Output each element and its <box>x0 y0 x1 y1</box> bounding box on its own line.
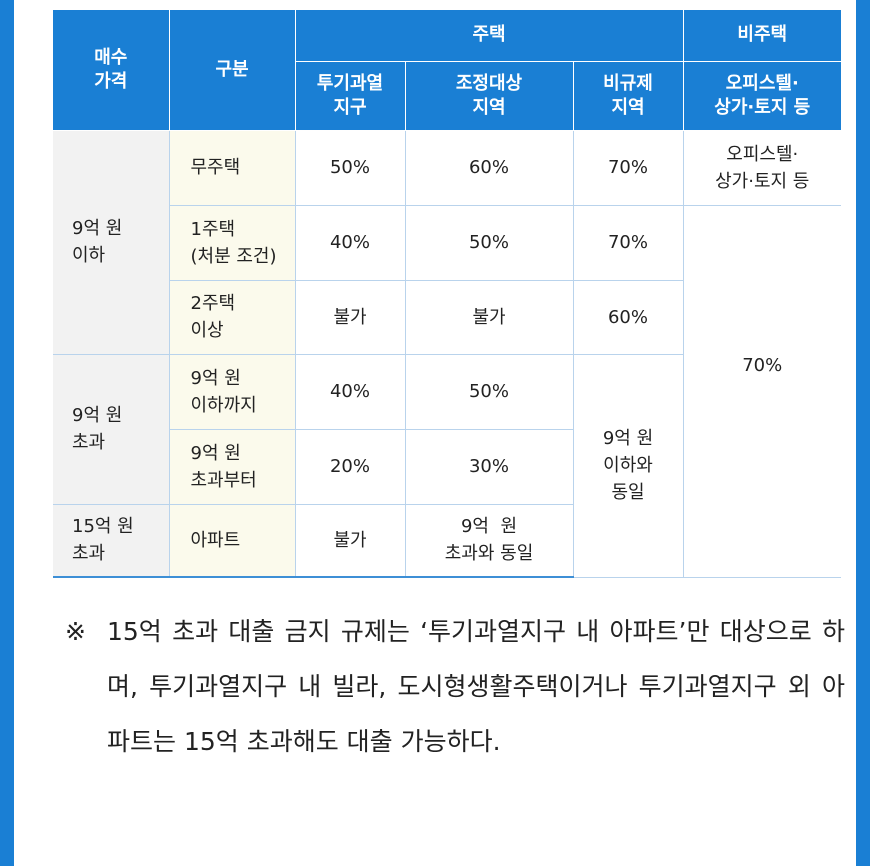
row-category: 2주택 이상 <box>169 279 296 355</box>
group-under-9: 9억 원 이하 <box>53 129 170 355</box>
cell-unregulated-merged: 9억 원 이하와 동일 <box>572 353 683 578</box>
table-row: 9억 원 초과 9억 원 이하까지 40% 50% 9억 원 이하와 동일 <box>53 353 841 578</box>
footnote: ※ 15억 초과 대출 금지 규제는 ‘투기과열지구 내 아파트’만 대상으로 … <box>65 604 845 769</box>
cell-overheated: 40% <box>294 204 406 281</box>
table-row: 9억 원 이하 무주택 50% 60% 70% 오피스텔· 상가·토지 등 <box>53 129 841 355</box>
group-over-9: 9억 원 초과 <box>53 353 170 505</box>
reference-mark: ※ <box>65 617 86 646</box>
cell-overheated: 20% <box>294 428 406 505</box>
cell-adjustment: 60% <box>404 129 574 206</box>
cell-adjustment: 9억 원 초과와 동일 <box>404 503 573 578</box>
table-row: 15억 원 초과 아파트 불가 9억 원 초과와 동일 <box>53 503 841 578</box>
cell-office-rate-merged: 70% <box>682 204 841 578</box>
cell-unregulated: 70% <box>572 204 684 281</box>
header-category: 구분 <box>168 10 296 131</box>
group-over-15: 15억 원 초과 <box>53 503 170 578</box>
cell-overheated: 40% <box>294 353 406 430</box>
header-price: 매수 가격 <box>53 10 170 131</box>
header-housing: 주택 <box>294 10 684 62</box>
cell-overheated: 불가 <box>294 503 406 578</box>
table-row: 9억 원 초과부터 20% 30% <box>53 428 841 505</box>
row-category: 아파트 <box>168 503 296 578</box>
cell-adjustment: 불가 <box>404 279 574 355</box>
row-category: 9억 원 초과부터 <box>169 428 296 505</box>
header-adjustment: 조정대상 지역 <box>404 60 574 131</box>
cell-adjustment: 50% <box>404 204 574 281</box>
cell-overheated: 50% <box>294 129 406 206</box>
header-non-housing: 비주택 <box>682 10 841 62</box>
cell-adjustment: 50% <box>404 353 574 430</box>
content-panel: 매수 가격 구분 주택 비주택 투기과열 지구 조정대상 지역 비규제 지역 오… <box>14 0 856 866</box>
row-category: 무주택 <box>168 129 296 206</box>
cell-adjustment: 30% <box>404 428 573 505</box>
table-row: 1주택 (처분 조건) 40% 50% 70% 70% <box>53 204 841 578</box>
cell-office: 오피스텔· 상가·토지 등 <box>682 129 841 206</box>
loan-limit-table: 매수 가격 구분 주택 비주택 투기과열 지구 조정대상 지역 비규제 지역 오… <box>53 10 841 578</box>
footnote-text: 15억 초과 대출 금지 규제는 ‘투기과열지구 내 아파트’만 대상으로 하며… <box>107 617 845 756</box>
cell-unregulated: 70% <box>572 129 684 206</box>
row-category: 1주택 (처분 조건) <box>169 204 296 281</box>
cell-overheated: 불가 <box>294 279 406 355</box>
header-overheated: 투기과열 지구 <box>295 60 406 131</box>
header-office: 오피스텔· 상가·토지 등 <box>682 60 841 131</box>
row-category: 9억 원 이하까지 <box>168 353 296 430</box>
header-unregulated: 비규제 지역 <box>572 60 684 131</box>
cell-unregulated: 60% <box>572 279 683 355</box>
